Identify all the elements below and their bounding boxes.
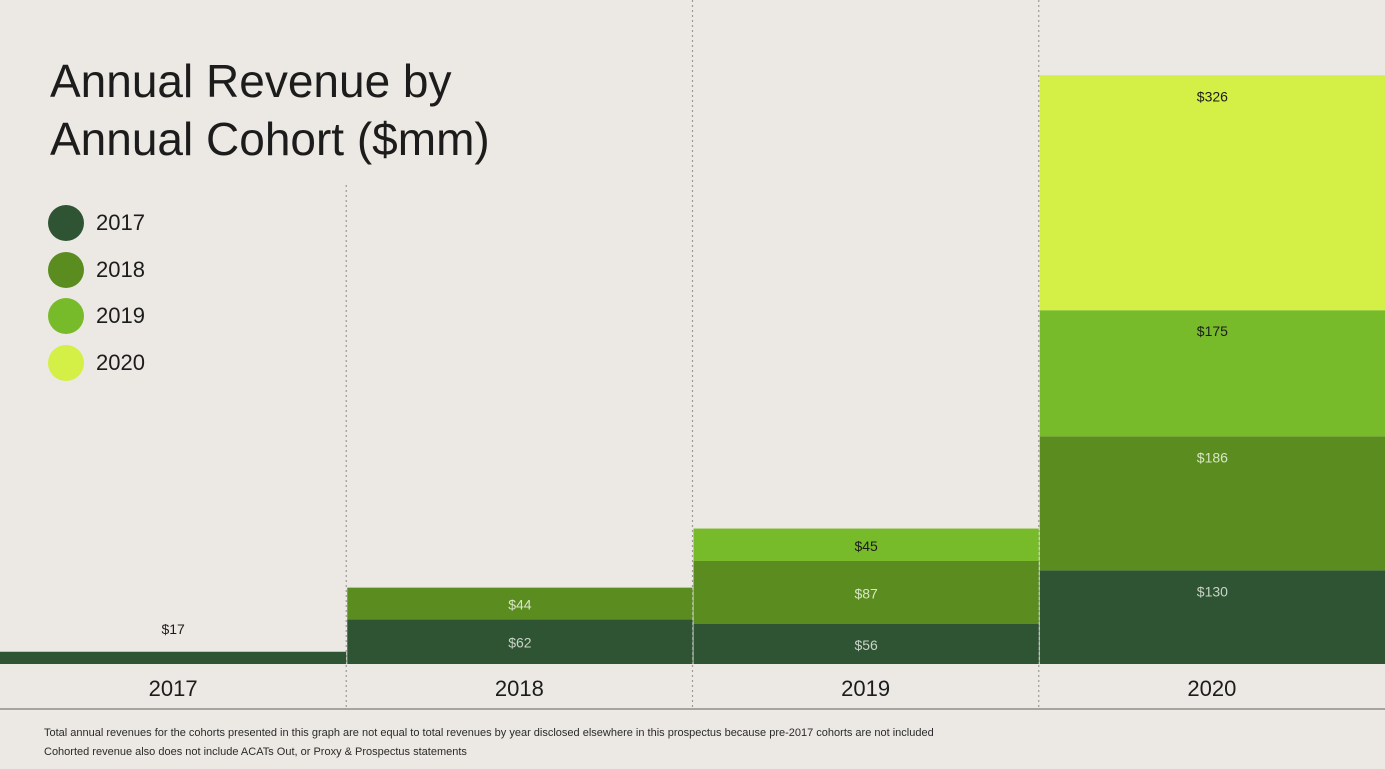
legend-label: 2020 bbox=[96, 349, 145, 375]
legend-item: 2018 bbox=[48, 247, 145, 294]
legend-item: 2017 bbox=[48, 200, 145, 247]
legend-swatch bbox=[48, 344, 84, 381]
bar-segment bbox=[693, 528, 1039, 561]
bar-segment bbox=[693, 560, 1039, 624]
chart-title-line-1: Annual Revenue by bbox=[50, 55, 452, 107]
legend-label: 2017 bbox=[96, 210, 145, 236]
x-tick-label: 2017 bbox=[149, 676, 198, 701]
data-label: $56 bbox=[854, 637, 878, 653]
chart-title-line-2: Annual Cohort ($mm) bbox=[50, 113, 490, 165]
bar-segment bbox=[1039, 75, 1385, 311]
footnote-line-1: Total annual revenues for the cohorts pr… bbox=[44, 727, 934, 739]
legend-item: 2019 bbox=[48, 293, 145, 340]
legend-label: 2018 bbox=[96, 256, 145, 282]
data-label: $62 bbox=[508, 635, 532, 651]
x-tick-label: 2019 bbox=[841, 676, 890, 701]
data-label: $45 bbox=[854, 538, 878, 554]
data-label: $87 bbox=[854, 585, 878, 601]
legend-swatch bbox=[48, 251, 84, 288]
footnote: Total annual revenues for the cohorts pr… bbox=[44, 724, 934, 762]
data-label: $17 bbox=[161, 621, 185, 637]
data-label: $130 bbox=[1197, 583, 1228, 599]
legend: 2017 2018 2019 2020 bbox=[48, 200, 145, 386]
chart-title: Annual Revenue by Annual Cohort ($mm) bbox=[50, 52, 490, 168]
bar-segment bbox=[1039, 570, 1385, 664]
legend-item: 2020 bbox=[48, 340, 145, 387]
data-label: $186 bbox=[1197, 449, 1228, 465]
bar-segment bbox=[0, 651, 347, 664]
footnote-line-2: Cohorted revenue also does not include A… bbox=[44, 746, 467, 758]
bar-segment bbox=[347, 587, 693, 620]
data-label: $175 bbox=[1197, 323, 1228, 339]
bar-segment bbox=[347, 619, 693, 664]
data-label: $44 bbox=[508, 596, 532, 612]
legend-label: 2019 bbox=[96, 303, 145, 329]
data-label: $326 bbox=[1197, 88, 1228, 104]
legend-swatch bbox=[48, 205, 84, 242]
x-tick-label: 2020 bbox=[1187, 676, 1236, 701]
legend-swatch bbox=[48, 298, 84, 335]
bar-segment bbox=[693, 623, 1039, 664]
bar-segment bbox=[1039, 310, 1385, 437]
bar-segment bbox=[1039, 436, 1385, 571]
x-tick-label: 2018 bbox=[495, 676, 544, 701]
